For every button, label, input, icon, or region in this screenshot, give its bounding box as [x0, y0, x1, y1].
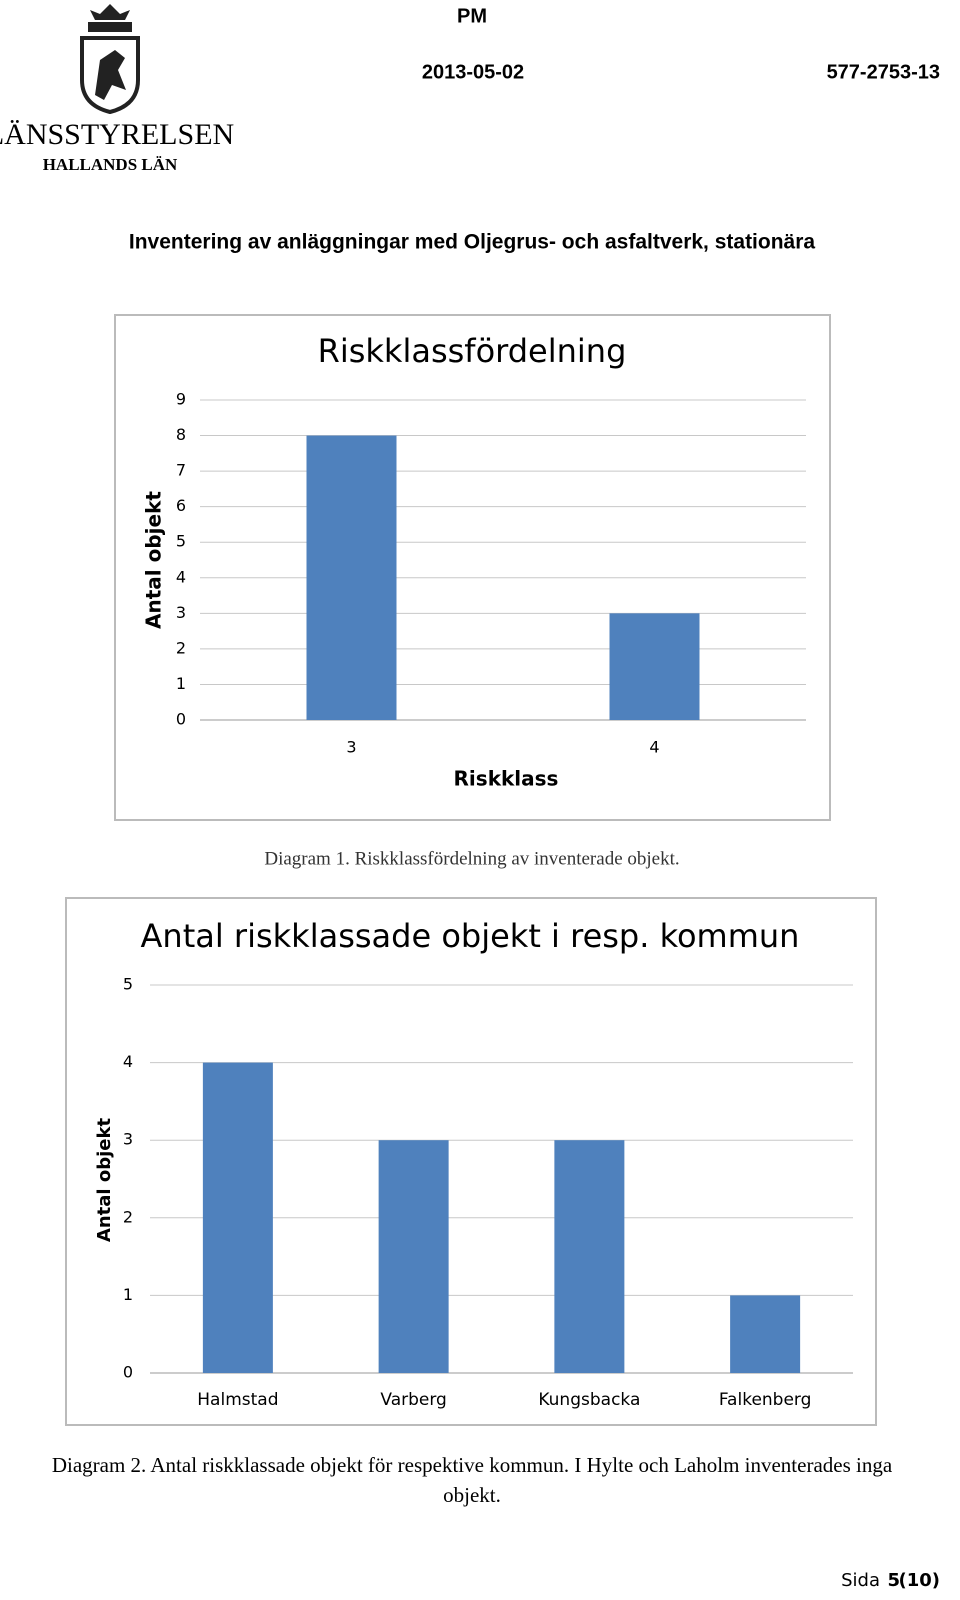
x-tick-label: 3 [346, 738, 356, 757]
y-tick-label: 4 [176, 567, 186, 586]
y-tick-label: 3 [123, 1130, 133, 1149]
heading: Inventering av anläggningar med Oljegrus… [129, 231, 816, 254]
y-axis-label: Antal objekt [94, 1118, 115, 1243]
chart-title: Riskklassfördelning [318, 332, 627, 370]
y-tick-label: 7 [176, 461, 186, 480]
bar [378, 1140, 449, 1373]
y-tick-label: 4 [123, 1052, 133, 1071]
y-axis-label: Antal objekt [142, 491, 166, 629]
y-tick-label: 0 [123, 1363, 133, 1382]
y-tick-label: 1 [176, 674, 186, 693]
bar [730, 1295, 801, 1373]
y-tick-label: 2 [176, 638, 186, 657]
y-tick-label: 8 [176, 425, 186, 444]
org-region: HALLANDS LÄN [43, 155, 178, 174]
y-tick-label: 0 [176, 710, 186, 729]
page-label: Sida [841, 1570, 880, 1591]
caption: Diagram 2. Antal riskklassade objekt för… [52, 1453, 893, 1477]
chart-title: Antal riskklassade objekt i resp. kommun [141, 917, 800, 955]
bar [609, 613, 700, 720]
y-tick-label: 2 [123, 1207, 133, 1226]
y-tick-label: 1 [123, 1285, 133, 1304]
org-name: LÄNSSTYRELSEN [0, 118, 234, 151]
x-tick-label: Falkenberg [719, 1390, 812, 1410]
x-tick-label: Varberg [380, 1390, 446, 1410]
y-tick-label: 5 [123, 975, 133, 994]
y-tick-label: 6 [176, 496, 186, 515]
bar [306, 435, 397, 720]
bar [554, 1140, 625, 1373]
y-tick-label: 5 [176, 532, 186, 551]
x-tick-label: 4 [649, 738, 659, 757]
doc-date: 2013-05-02 [422, 61, 524, 83]
caption: Diagram 1. Riskklassfördelning av invent… [264, 848, 679, 869]
page-total: (10) [898, 1570, 940, 1591]
page-number: 5 [887, 1570, 900, 1591]
crest [80, 4, 140, 115]
caption: objekt. [443, 1483, 501, 1507]
chart-frame [114, 314, 831, 821]
bar [202, 1062, 273, 1373]
y-tick-label: 9 [176, 390, 186, 409]
doc-reference: 577-2753-13 [827, 61, 940, 83]
x-axis-label: Riskklass [454, 767, 559, 791]
y-tick-label: 3 [176, 603, 186, 622]
x-tick-label: Halmstad [197, 1390, 278, 1410]
x-tick-label: Kungsbacka [538, 1390, 640, 1410]
doc-type: PM [457, 5, 487, 27]
